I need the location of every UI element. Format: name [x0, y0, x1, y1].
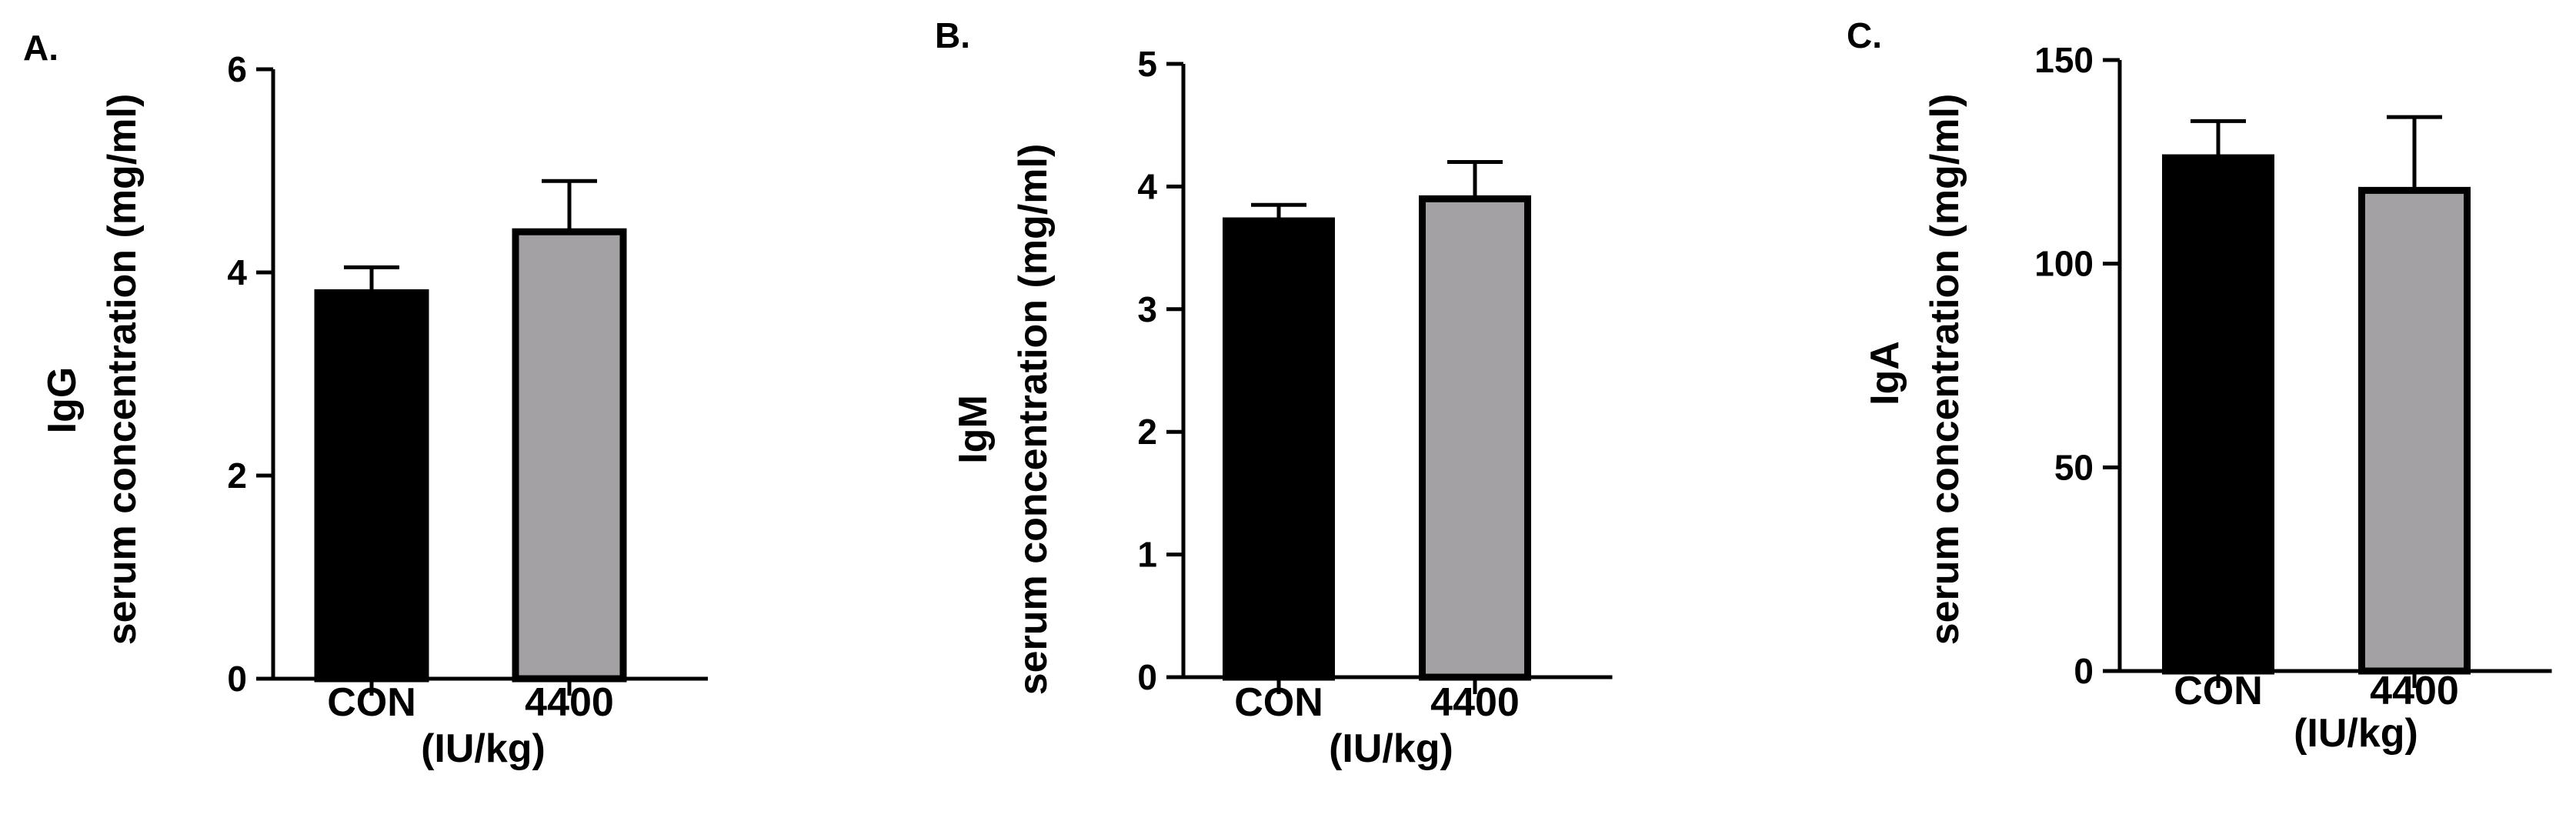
- panel-c-ylabel-line2: serum concentration (mg/ml): [1923, 94, 1967, 646]
- panel-a-plot: 0 2 4 6 CON 4400: [227, 49, 708, 725]
- panel-a-bar-4400: [512, 228, 627, 683]
- panel-b-bar-4400: [1419, 195, 1531, 681]
- panel-c-bar-con: [2162, 154, 2274, 675]
- panel-a-ytick-label: 6: [227, 49, 247, 89]
- panel-b-ytick-label: 0: [1137, 657, 1157, 697]
- panel-b-ytick-label: 1: [1137, 535, 1157, 575]
- panel-b-ytick-label: 3: [1137, 289, 1157, 329]
- panel-a-category-label: CON: [327, 680, 416, 725]
- panel-b-ylabel-line2: serum concentration (mg/ml): [1011, 144, 1056, 696]
- panel-b-label: B.: [935, 15, 970, 55]
- panel-a-ytick-label: 2: [227, 456, 247, 496]
- panel-c-category-label: 4400: [2370, 669, 2459, 713]
- panel-b-category-label: CON: [1234, 680, 1323, 725]
- panel-b-ytick-label: 5: [1137, 44, 1157, 84]
- panel-a-ylabel-line2: serum concentration (mg/ml): [100, 94, 145, 646]
- panel-b: B. IgM serum concentration (mg/ml) 0 1 2 3 4…: [935, 15, 1613, 771]
- panel-a-ytick-label: 0: [227, 659, 247, 699]
- panel-b-ytick-label: 2: [1137, 412, 1157, 452]
- panel-a-category-label: 4400: [525, 680, 614, 725]
- panel-b-bar-con: [1223, 217, 1335, 681]
- panel-c-bar-4400: [2358, 186, 2471, 675]
- panel-b-ytick-label: 4: [1137, 166, 1157, 206]
- panel-c-category-label: CON: [2174, 669, 2263, 713]
- panel-c-label: C.: [1847, 15, 1882, 55]
- panel-a: A. IgG serum concentration (mg/ml) 0 2 4 6 C…: [23, 28, 708, 771]
- panel-a-ytick-label: 4: [227, 252, 247, 292]
- panel-c-ylabel-line1: IgA: [1863, 341, 1907, 406]
- panel-a-ylabel-line1: IgG: [40, 367, 85, 434]
- panel-c-plot: 0 50 100 150 CON 4400: [2034, 40, 2552, 713]
- panel-a-bar-con: [314, 289, 429, 683]
- panel-c-ytick-label: 150: [2034, 40, 2094, 80]
- panel-c-ytick-label: 50: [2054, 447, 2094, 487]
- panel-b-category-label: 4400: [1430, 680, 1520, 725]
- panel-c-ytick-label: 100: [2034, 244, 2094, 284]
- panel-a-label: A.: [23, 28, 58, 68]
- panel-c: C. IgA serum concentration (mg/ml) 0 50 10…: [1847, 15, 2552, 756]
- panel-b-ylabel-line1: IgM: [951, 395, 996, 464]
- panel-b-plot: 0 1 2 3 4 5 CON 4400: [1137, 44, 1613, 725]
- panel-a-x-unit: (IU/kg): [421, 726, 546, 771]
- panel-c-x-unit: (IU/kg): [2294, 711, 2418, 756]
- panel-b-x-unit: (IU/kg): [1329, 726, 1453, 771]
- panel-c-ytick-label: 0: [2074, 651, 2094, 691]
